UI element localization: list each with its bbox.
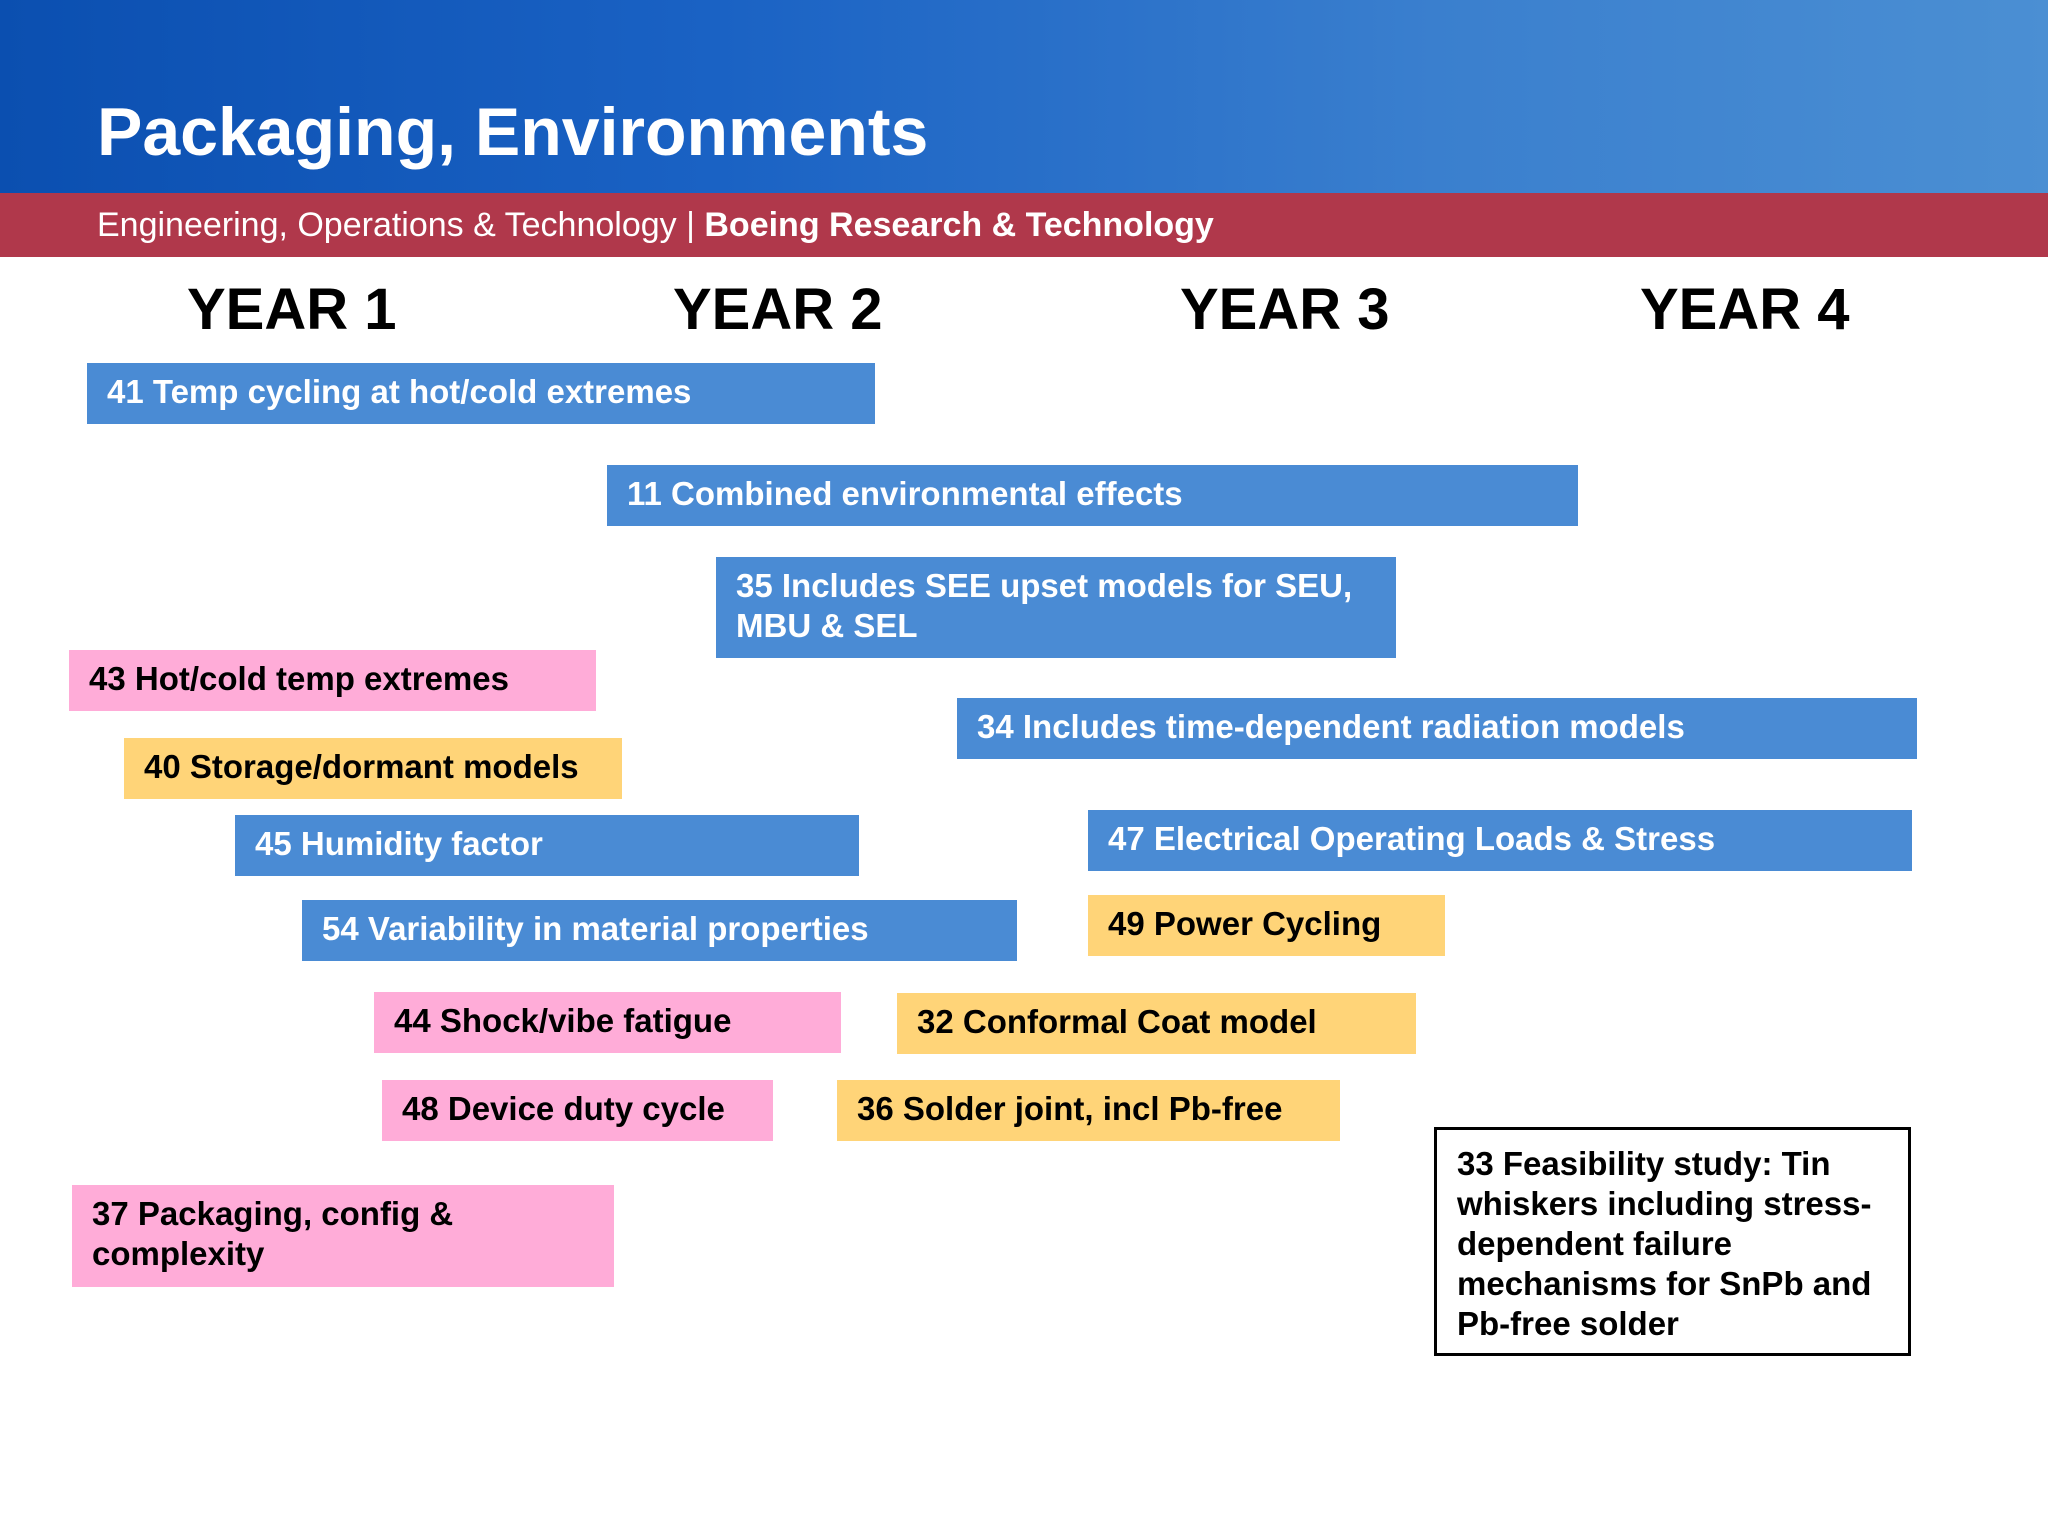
task-45-humidity-factor: 45 Humidity factor (235, 815, 859, 876)
year-2-heading: YEAR 2 (673, 277, 883, 342)
task-35-see-upset-models: 35 Includes SEE upset models for SEU, MB… (716, 557, 1396, 658)
subtitle: Engineering, Operations & Technology | B… (97, 193, 1214, 257)
task-48-device-duty-cycle: 48 Device duty cycle (382, 1080, 773, 1141)
subtitle-band (0, 193, 2048, 257)
task-37-packaging-config: 37 Packaging, config & complexity (72, 1185, 614, 1287)
task-40-storage-dormant: 40 Storage/dormant models (124, 738, 622, 799)
year-4-heading: YEAR 4 (1640, 277, 1850, 342)
header-band (0, 0, 2048, 193)
task-44-shock-vibe: 44 Shock/vibe fatigue (374, 992, 841, 1053)
slide-title: Packaging, Environments (97, 94, 929, 170)
task-32-conformal-coat: 32 Conformal Coat model (897, 993, 1416, 1054)
task-34-radiation-models: 34 Includes time-dependent radiation mod… (957, 698, 1917, 759)
task-54-material-variability: 54 Variability in material properties (302, 900, 1017, 961)
year-1-heading: YEAR 1 (187, 277, 397, 342)
task-47-electrical-loads: 47 Electrical Operating Loads & Stress (1088, 810, 1912, 871)
subtitle-division: Boeing Research & Technology (704, 206, 1214, 244)
task-11-combined-environmental: 11 Combined environmental effects (607, 465, 1578, 526)
task-43-hot-cold-extremes: 43 Hot/cold temp extremes (69, 650, 596, 711)
task-36-solder-joint: 36 Solder joint, incl Pb-free (837, 1080, 1340, 1141)
task-41-temp-cycling: 41 Temp cycling at hot/cold extremes (87, 363, 875, 424)
task-49-power-cycling: 49 Power Cycling (1088, 895, 1445, 956)
year-3-heading: YEAR 3 (1180, 277, 1390, 342)
task-33-tin-whiskers-feasibility: 33 Feasibility study: Tin whiskers inclu… (1434, 1127, 1911, 1356)
subtitle-org: Engineering, Operations & Technology | (97, 206, 705, 244)
